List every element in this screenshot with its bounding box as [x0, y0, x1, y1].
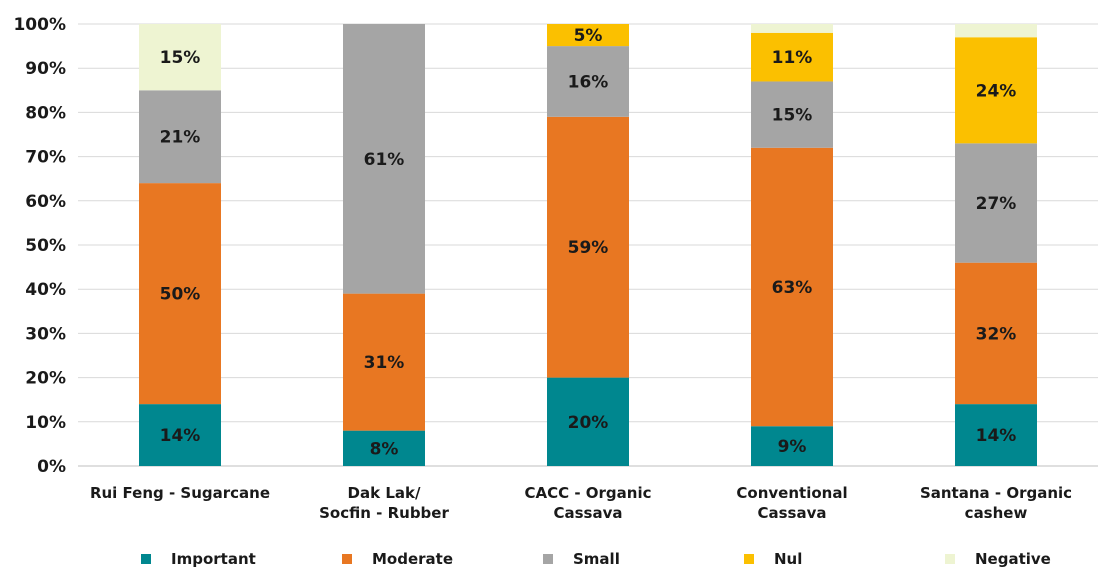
bar-segment [955, 404, 1037, 466]
legend-item: Negative [945, 550, 1051, 568]
data-label: 27% [976, 194, 1017, 214]
bar-segment [547, 377, 629, 466]
bar-segment [751, 24, 833, 33]
data-label: 24% [976, 81, 1017, 101]
y-tick-label: 70% [25, 148, 66, 168]
y-tick-label: 50% [25, 236, 66, 256]
x-tick-label: Cassava [553, 504, 622, 522]
y-tick-label: 30% [25, 324, 66, 344]
data-label: 16% [568, 72, 609, 92]
y-tick-label: 100% [13, 15, 66, 35]
data-label: 14% [160, 426, 201, 446]
legend-item: Moderate [342, 550, 453, 568]
y-tick-label: 80% [25, 103, 66, 123]
data-label: 50% [160, 285, 201, 305]
y-tick-label: 60% [25, 192, 66, 212]
data-label: 8% [370, 439, 399, 459]
legend-label: Important [171, 550, 256, 568]
x-axis: Rui Feng - Sugarcane Dak Lak/Socfin - Rub… [90, 484, 1072, 522]
bar-segment [343, 24, 425, 294]
legend-label: Negative [975, 550, 1051, 568]
legend-label: Nul [774, 550, 802, 568]
y-tick-label: 40% [25, 280, 66, 300]
bar-stack: 8% 31% 61% [343, 24, 425, 466]
bar-segment [139, 183, 221, 405]
x-tick-label: Dak Lak/ [348, 484, 421, 502]
bar-segment [751, 426, 833, 466]
bar-segment [751, 81, 833, 148]
data-label: 9% [778, 437, 807, 457]
x-tick-label: cashew [965, 504, 1028, 522]
y-axis: 0% 10% 20% 30% 40% 50% 60% 70% 80% 90% 100% [13, 15, 66, 477]
data-label: 32% [976, 324, 1017, 344]
data-label: 59% [568, 238, 609, 258]
legend-label: Moderate [372, 550, 453, 568]
legend-item: Nul [744, 550, 802, 568]
x-tick-label: CACC - Organic [524, 484, 651, 502]
x-tick-label: Santana - Organic [920, 484, 1072, 502]
data-label: 21% [160, 128, 201, 148]
bar-segment [955, 262, 1037, 405]
y-tick-label: 0% [37, 457, 66, 477]
bar-stack: 14% 32% 27% 24% [955, 24, 1037, 466]
legend-item: Important [141, 550, 256, 568]
legend-swatch [744, 554, 754, 564]
bar-segment [139, 90, 221, 184]
legend-label: Small [573, 550, 620, 568]
legend: Important Moderate Small Nul Negative [141, 550, 1051, 568]
bar-segment [139, 24, 221, 91]
legend-swatch [543, 554, 553, 564]
bar-segment [547, 46, 629, 117]
legend-swatch [342, 554, 352, 564]
bar-segment [343, 430, 425, 466]
data-label: 11% [772, 48, 813, 68]
data-label: 5% [574, 26, 603, 46]
x-tick-label: Rui Feng - Sugarcane [90, 484, 270, 502]
data-label: 15% [772, 106, 813, 126]
bar-segment [547, 116, 629, 378]
x-tick-label: Cassava [757, 504, 826, 522]
bar-segment [955, 143, 1037, 263]
data-label: 14% [976, 426, 1017, 446]
bar-stack: 14% 50% 21% 15% [139, 24, 221, 466]
bar-segment [751, 147, 833, 427]
y-tick-label: 10% [25, 413, 66, 433]
data-label: 63% [772, 278, 813, 298]
data-label: 20% [568, 413, 609, 433]
bar-stack: 9% 63% 15% 11% [751, 24, 833, 466]
bar-segment [547, 24, 629, 47]
legend-swatch [141, 554, 151, 564]
y-tick-label: 20% [25, 369, 66, 389]
bar-segment [139, 404, 221, 466]
x-tick-label: Conventional [736, 484, 847, 502]
bars: 14%50%21%15%8%31%61%20%59%16%5%9%63%15%1… [139, 24, 1037, 466]
y-tick-label: 90% [25, 59, 66, 79]
x-tick-label: Socfin - Rubber [319, 504, 449, 522]
bar-segment [955, 24, 1037, 38]
legend-item: Small [543, 550, 620, 568]
legend-swatch [945, 554, 955, 564]
bar-stack: 20% 59% 16% 5% [547, 24, 629, 466]
data-label: 15% [160, 48, 201, 68]
bar-segment [751, 32, 833, 82]
data-label: 61% [364, 150, 405, 170]
data-label: 31% [364, 353, 405, 373]
bar-segment [343, 293, 425, 431]
bar-segment [955, 37, 1037, 144]
